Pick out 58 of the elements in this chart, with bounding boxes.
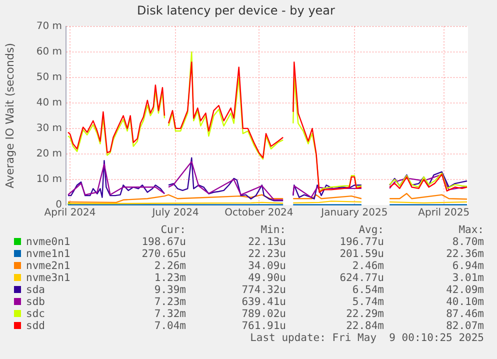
text: 22.13u xyxy=(248,236,286,248)
text: 7.32m xyxy=(154,308,186,320)
legend-label: nvme0n1 xyxy=(26,236,70,248)
y-tick-label: 60 m xyxy=(36,46,62,58)
text: 22.84m xyxy=(346,320,384,332)
x-tick-label: January 2025 xyxy=(320,208,388,219)
x-tick-label: July 2024 xyxy=(151,208,199,219)
legend-label: nvme1n1 xyxy=(26,248,70,260)
x-tick-label: October 2024 xyxy=(224,208,294,219)
text: 201.59u xyxy=(340,248,384,260)
legend-label: sdc xyxy=(26,308,45,320)
legend-label: sda xyxy=(26,284,45,296)
text: 1.23m xyxy=(154,272,186,284)
text: Cur: xyxy=(160,224,186,236)
text: 198.67u xyxy=(142,236,186,248)
text: 789.02u xyxy=(242,308,286,320)
legend-label: sdd xyxy=(26,320,45,332)
text: 3.01m xyxy=(452,272,484,284)
text: 270.65u xyxy=(142,248,186,260)
text: 8.70m xyxy=(452,236,484,248)
text: 624.77u xyxy=(340,272,384,284)
y-tick-label: 30 m xyxy=(36,123,62,134)
text: 49.90u xyxy=(248,272,286,284)
text: Max: xyxy=(458,224,484,236)
text: 40.10m xyxy=(446,296,484,308)
text: Min: xyxy=(260,224,286,236)
text: Last update: Fri May 9 00:10:25 2025 xyxy=(250,332,484,344)
y-tick-label: 40 m xyxy=(36,98,62,109)
text: 196.77u xyxy=(340,236,384,248)
text: 2.26m xyxy=(154,260,186,272)
text: Avg: xyxy=(358,224,384,236)
text: 5.74m xyxy=(352,296,384,308)
text: 42.09m xyxy=(446,284,484,296)
text: 7.04m xyxy=(154,320,186,332)
text: 22.36m xyxy=(446,248,484,260)
text: 34.09u xyxy=(248,260,286,272)
y-tick-label: 50 m xyxy=(36,72,62,84)
text: 22.29m xyxy=(346,308,384,320)
text: 9.39m xyxy=(154,284,186,296)
chart-title: Disk latency per device - by year xyxy=(137,3,336,18)
text: 2.46m xyxy=(352,260,384,272)
legend-label: nvme3n1 xyxy=(26,272,70,284)
text: 774.32u xyxy=(242,284,286,296)
text: 639.41u xyxy=(242,296,286,308)
y-tick-label: 20 m xyxy=(36,148,62,160)
text: 761.91u xyxy=(242,320,286,332)
text: 22.23u xyxy=(248,248,286,260)
y-tick-label: 70 m xyxy=(36,20,62,32)
legend-label: sdb xyxy=(26,296,45,308)
text: 82.07m xyxy=(446,320,484,332)
y-axis-title: Average IO Wait (seconds) xyxy=(3,43,16,188)
legend-label: nvme2n1 xyxy=(26,260,70,272)
text: 6.94m xyxy=(452,260,484,272)
y-tick-label: 10 m xyxy=(36,174,62,186)
text: 87.46m xyxy=(446,308,484,320)
x-tick-label: April 2025 xyxy=(418,208,470,219)
text: 6.54m xyxy=(352,284,384,296)
text: 7.23m xyxy=(154,296,186,308)
